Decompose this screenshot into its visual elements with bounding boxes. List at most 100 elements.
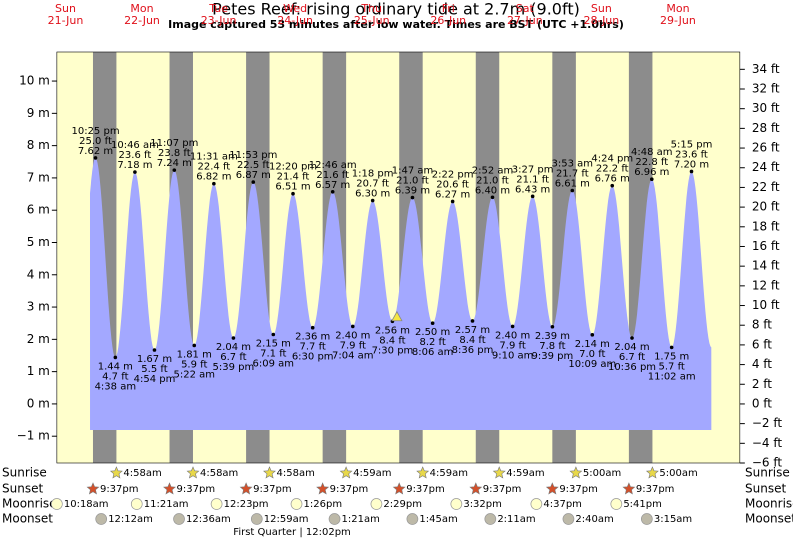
tide-ft: 5.7 ft [658, 361, 684, 372]
row-time: 10:18am [64, 499, 109, 510]
tide-point [450, 199, 455, 204]
sunset-icon [239, 482, 253, 495]
y2-tick-label: −6 ft [752, 456, 783, 470]
row-time: 4:58am [200, 468, 238, 479]
sunset-icon [392, 482, 406, 495]
y2-tick-label: 30 ft [752, 101, 780, 115]
row-time: 2:11am [497, 514, 535, 525]
tide-point [689, 169, 694, 174]
row-label: Sunset [745, 482, 786, 496]
tide-m: 2.36 m [295, 332, 330, 343]
row-label: Sunrise [745, 466, 790, 480]
tide-time: 8:36 pm [452, 345, 494, 356]
tide-point [133, 170, 137, 174]
day-date: 29-Jun [660, 14, 696, 27]
y2-tick-label: 8 ft [752, 318, 772, 332]
y-tick-label: 7 m [27, 170, 50, 184]
row-time: 5:00am [659, 468, 697, 479]
tide-m: 6.30 m [355, 189, 390, 200]
day-date: 23-Jun [201, 14, 237, 27]
y2-tick-label: 12 ft [752, 278, 780, 292]
moonset-icon [562, 513, 575, 525]
moonrise-icon [290, 498, 303, 510]
y2-tick-label: 28 ft [752, 121, 780, 135]
row-time: 1:21am [342, 514, 380, 525]
row-time: 4:58am [277, 468, 315, 479]
day-name: Sat [516, 2, 535, 15]
tide-point [550, 324, 555, 329]
tide-m: 2.15 m [256, 339, 291, 350]
tide-time: 11:07 pm [150, 138, 198, 149]
tide-m: 2.56 m [375, 325, 410, 336]
sunset-icon [316, 482, 330, 495]
day-date: 21-Jun [48, 14, 84, 27]
tide-ft: 23.6 ft [675, 149, 708, 160]
tide-m: 6.40 m [475, 185, 510, 196]
row-time: 4:59am [506, 468, 544, 479]
day-date: 24-Jun [277, 14, 313, 27]
row-time: 9:37pm [406, 484, 445, 495]
sunrise-icon [645, 466, 659, 479]
tide-m: 6.57 m [315, 180, 350, 191]
row-label: Sunset [2, 482, 43, 496]
moonrise-icon [210, 498, 223, 510]
tide-point [113, 355, 118, 360]
row-time: 4:37pm [543, 499, 582, 510]
y2-tick-label: 0 ft [752, 396, 772, 410]
moonset-icon [640, 513, 653, 525]
tide-time: 12:46 am [309, 160, 357, 171]
tide-time: 11:02 am [648, 371, 696, 382]
y2-tick-label: 10 ft [752, 298, 780, 312]
tide-m: 6.82 m [196, 172, 231, 183]
row-time: 9:37pm [636, 484, 675, 495]
row-time: 12:12am [108, 514, 153, 525]
sunrise-icon [339, 466, 353, 479]
tide-m: 1.75 m [654, 351, 689, 362]
tide-m: 6.27 m [435, 189, 470, 200]
y-tick-label: 6 m [27, 203, 50, 217]
tide-point [370, 198, 375, 203]
tide-time: 10:25 pm [71, 126, 119, 137]
sunset-icon [469, 482, 483, 495]
moonset-icon [406, 513, 419, 525]
moonset-icon [484, 513, 497, 525]
day-name: Sun [55, 2, 76, 15]
tide-m: 6.43 m [515, 184, 550, 195]
tide-point [330, 189, 335, 194]
tide-ft: 23.6 ft [119, 150, 152, 161]
y-tick-label: 9 m [27, 106, 50, 120]
tide-ft: 23.8 ft [158, 148, 191, 159]
row-time: 2:29pm [383, 499, 422, 510]
sunrise-icon [186, 466, 200, 479]
tide-ft: 22.4 ft [198, 162, 231, 173]
tide-m: 2.14 m [575, 339, 610, 350]
sunrise-icon [569, 466, 583, 479]
tide-ft: 6.7 ft [619, 352, 645, 363]
tide-point [570, 188, 575, 193]
tide-ft: 21.6 ft [316, 170, 349, 181]
tide-m: 2.50 m [415, 327, 450, 338]
tide-ft: 8.4 ft [459, 335, 485, 346]
tide-ft: 21.4 ft [277, 172, 310, 183]
moonrise-icon [530, 498, 543, 510]
tide-point [649, 177, 654, 182]
day-name: Mon [666, 2, 689, 15]
tide-m: 7.18 m [117, 160, 152, 171]
tide-m: 1.81 m [177, 349, 212, 360]
day-name: Mon [130, 2, 153, 15]
tide-point [410, 195, 415, 200]
tide-time: 4:38 am [95, 381, 137, 392]
row-time: 4:59am [430, 468, 468, 479]
tide-m: 7.62 m [78, 146, 113, 157]
tide-time: 10:36 pm [608, 362, 656, 373]
row-time: 12:59am [264, 514, 309, 525]
tide-ft: 7.1 ft [260, 349, 286, 360]
tide-time: 5:39 pm [213, 362, 255, 373]
tide-ft: 5.9 ft [181, 359, 207, 370]
row-time: 11:21am [144, 499, 189, 510]
tide-ft: 6.7 ft [220, 352, 246, 363]
moon-phase: First Quarter | 12:02pm [233, 527, 351, 538]
tide-m: 6.51 m [275, 182, 310, 193]
y-tick-label: 2 m [27, 332, 50, 346]
